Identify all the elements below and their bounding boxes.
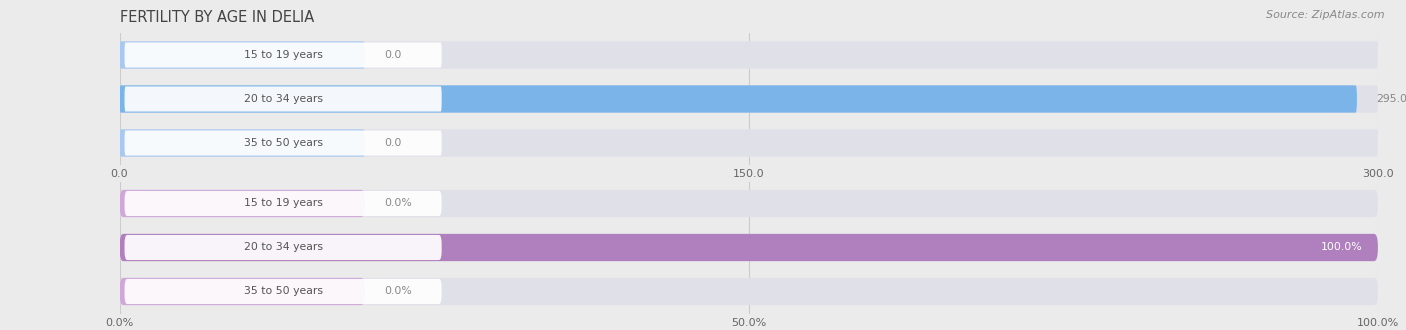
FancyBboxPatch shape [120,234,1378,261]
Text: 15 to 19 years: 15 to 19 years [243,199,322,209]
Text: 0.0: 0.0 [384,138,401,148]
FancyBboxPatch shape [120,129,366,157]
FancyBboxPatch shape [125,43,441,68]
Text: Source: ZipAtlas.com: Source: ZipAtlas.com [1267,10,1385,20]
Text: 20 to 34 years: 20 to 34 years [243,243,322,252]
Text: FERTILITY BY AGE IN DELIA: FERTILITY BY AGE IN DELIA [120,10,314,25]
Text: 0.0%: 0.0% [384,286,412,296]
FancyBboxPatch shape [125,279,441,304]
FancyBboxPatch shape [120,190,366,217]
FancyBboxPatch shape [120,129,1378,157]
FancyBboxPatch shape [120,278,366,305]
FancyBboxPatch shape [120,278,1378,305]
Text: 35 to 50 years: 35 to 50 years [243,286,322,296]
FancyBboxPatch shape [125,235,441,260]
FancyBboxPatch shape [120,85,1357,113]
Text: 100.0%: 100.0% [1322,243,1362,252]
Text: 295.0: 295.0 [1376,94,1406,104]
FancyBboxPatch shape [120,190,1378,217]
FancyBboxPatch shape [120,85,1378,113]
FancyBboxPatch shape [120,41,1378,69]
FancyBboxPatch shape [125,191,441,216]
Text: 20 to 34 years: 20 to 34 years [243,94,322,104]
Text: 0.0%: 0.0% [384,199,412,209]
FancyBboxPatch shape [120,234,1378,261]
FancyBboxPatch shape [120,41,366,69]
Text: 35 to 50 years: 35 to 50 years [243,138,322,148]
FancyBboxPatch shape [125,86,441,112]
FancyBboxPatch shape [125,130,441,155]
Text: 0.0: 0.0 [384,50,401,60]
Text: 15 to 19 years: 15 to 19 years [243,50,322,60]
